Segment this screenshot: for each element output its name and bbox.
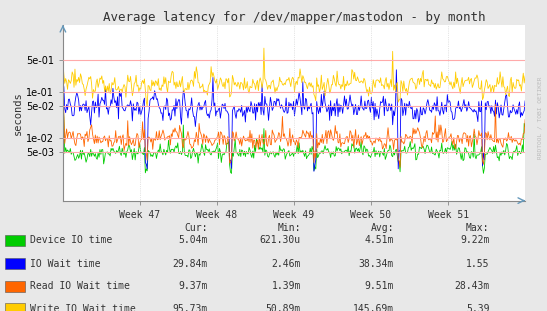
- Text: IO Wait time: IO Wait time: [30, 259, 101, 269]
- Text: 28.43m: 28.43m: [455, 281, 490, 291]
- Bar: [5, 281, 25, 292]
- Text: 4.51m: 4.51m: [364, 235, 394, 245]
- Text: 29.84m: 29.84m: [173, 259, 208, 269]
- Text: 9.22m: 9.22m: [460, 235, 490, 245]
- Text: RRDTOOL / TOBI OETIKER: RRDTOOL / TOBI OETIKER: [538, 77, 543, 160]
- Text: 2.46m: 2.46m: [271, 259, 301, 269]
- Text: 621.30u: 621.30u: [260, 235, 301, 245]
- Text: 1.39m: 1.39m: [271, 281, 301, 291]
- Text: 38.34m: 38.34m: [359, 259, 394, 269]
- Text: Avg:: Avg:: [370, 223, 394, 233]
- Bar: [5, 235, 25, 246]
- Bar: [5, 304, 25, 311]
- Text: Cur:: Cur:: [184, 223, 208, 233]
- Text: Device IO time: Device IO time: [30, 235, 112, 245]
- Text: 50.89m: 50.89m: [266, 304, 301, 311]
- Text: Read IO Wait time: Read IO Wait time: [30, 281, 130, 291]
- Bar: [5, 258, 25, 269]
- Text: Write IO Wait time: Write IO Wait time: [30, 304, 136, 311]
- Text: 145.69m: 145.69m: [353, 304, 394, 311]
- Text: 9.37m: 9.37m: [178, 281, 208, 291]
- Text: 9.51m: 9.51m: [364, 281, 394, 291]
- Text: Min:: Min:: [277, 223, 301, 233]
- Text: 95.73m: 95.73m: [173, 304, 208, 311]
- Text: 5.04m: 5.04m: [178, 235, 208, 245]
- Title: Average latency for /dev/mapper/mastodon - by month: Average latency for /dev/mapper/mastodon…: [103, 11, 485, 24]
- Text: Max:: Max:: [466, 223, 490, 233]
- Text: 5.39: 5.39: [466, 304, 490, 311]
- Y-axis label: seconds: seconds: [13, 91, 23, 135]
- Text: 1.55: 1.55: [466, 259, 490, 269]
